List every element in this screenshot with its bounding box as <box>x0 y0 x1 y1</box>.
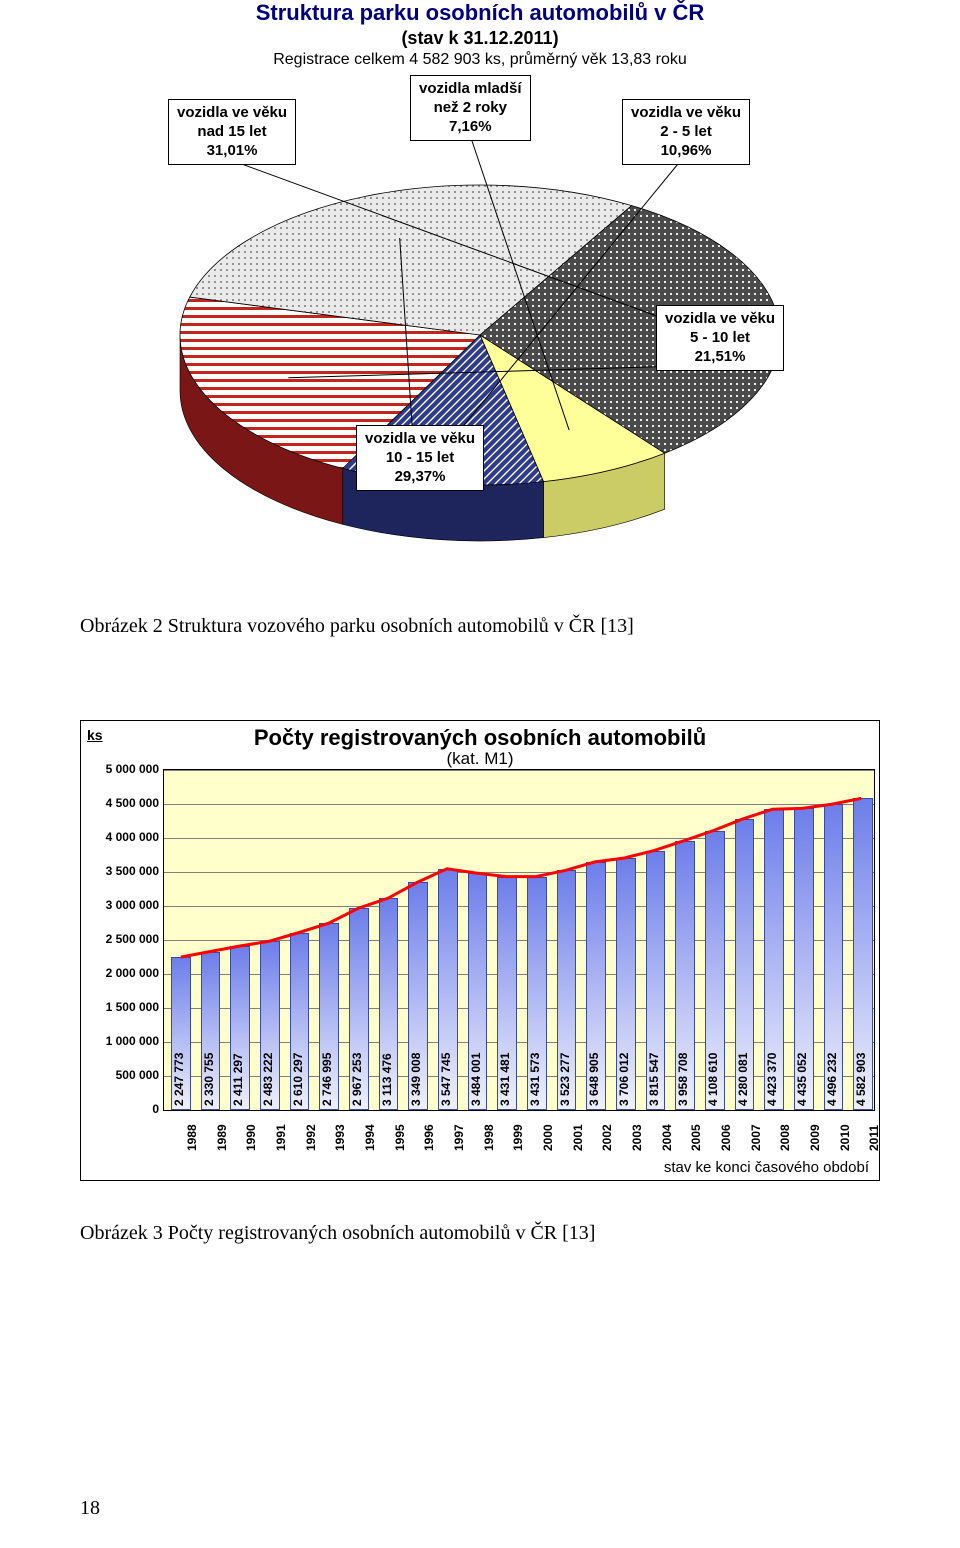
bar-ytick: 3 000 000 <box>106 898 159 912</box>
bar-x-category: 1997 <box>452 1124 466 1151</box>
bar-x-category: 2003 <box>630 1124 644 1151</box>
bar-ytick: 3 500 000 <box>106 864 159 878</box>
bar-x-category: 2009 <box>808 1124 822 1151</box>
bar-x-category: 2004 <box>660 1124 674 1151</box>
bar-x-category: 2000 <box>541 1124 555 1151</box>
pie-chart-box: vozidla ve věkunad 15 let31,01%vozidla m… <box>80 75 880 555</box>
bar-ytick: 1 500 000 <box>106 1000 159 1014</box>
bar-x-category: 1991 <box>274 1124 288 1151</box>
bar-ytick: 2 500 000 <box>106 932 159 946</box>
pie-callout-line1: vozidla ve věku <box>177 104 287 123</box>
bar-y-axis: 0500 0001 000 0001 500 0002 000 0002 500… <box>85 769 163 1109</box>
bar-ytick: 500 000 <box>116 1068 159 1082</box>
bar-x-category: 2006 <box>719 1124 733 1151</box>
pie-callout-line2: nad 15 let <box>177 123 287 142</box>
bar-ytick: 4 000 000 <box>106 830 159 844</box>
pie-callout-pct: 31,01% <box>177 142 287 161</box>
bar-x-category: 2005 <box>689 1124 703 1151</box>
pie-callout-gt15: vozidla ve věkunad 15 let31,01% <box>168 99 296 165</box>
bar-x-axis: 1988 1989 1990 1991 1992 1993 1994 1995 1996 1997… <box>163 1111 875 1157</box>
bar-value-label: 3 113 476 <box>380 1053 394 1106</box>
bar-x-category: 1990 <box>244 1124 258 1151</box>
bar-gridline <box>164 770 874 771</box>
bar-value-label: 2 483 222 <box>261 1053 275 1106</box>
bar-x-category: 1999 <box>511 1124 525 1151</box>
bar-ytick: 5 000 000 <box>106 762 159 776</box>
bar-y-axis-label: ks <box>87 727 103 743</box>
pie-caption: Obrázek 2 Struktura vozového parku osobn… <box>80 615 634 638</box>
pie-section: Struktura parku osobních automobilů v ČR… <box>80 0 880 555</box>
bar-value-label: 3 523 277 <box>558 1053 572 1106</box>
bar-value-label: 2 610 297 <box>291 1053 305 1106</box>
pie-callout-line2: 10 - 15 let <box>365 449 475 468</box>
bar-x-category: 2011 <box>867 1125 881 1151</box>
bar-gridline <box>164 804 874 805</box>
pie-callout-pct: 21,51% <box>665 348 775 367</box>
pie-callout-lt2: vozidla mladšínež 2 roky7,16% <box>410 75 531 141</box>
pie-callout-5_10: vozidla ve věku5 - 10 let21,51% <box>656 305 784 371</box>
bar-value-label: 3 349 008 <box>409 1053 423 1106</box>
pie-callout-pct: 10,96% <box>631 142 741 161</box>
bar-value-label: 4 435 052 <box>795 1053 809 1106</box>
bar-ytick: 4 500 000 <box>106 796 159 810</box>
bar-title: Počty registrovaných osobních automobilů <box>85 725 875 751</box>
bar-subtitle: (kat. M1) <box>85 749 875 769</box>
pie-callout-line1: vozidla ve věku <box>365 430 475 449</box>
bar-x-category: 1992 <box>304 1124 318 1151</box>
pie-callout-10_15: vozidla ve věku10 - 15 let29,37% <box>356 425 484 491</box>
bar-value-label: 4 582 903 <box>854 1053 868 1106</box>
bar-x-category: 1994 <box>363 1124 377 1151</box>
pie-callout-pct: 29,37% <box>365 468 475 487</box>
bar-value-label: 4 496 232 <box>825 1053 839 1106</box>
pie-callout-line2: 2 - 5 let <box>631 123 741 142</box>
bar-ytick: 2 000 000 <box>106 966 159 980</box>
pie-callout-2_5: vozidla ve věku2 - 5 let10,96% <box>622 99 750 165</box>
pie-subtitle-1: (stav k 31.12.2011) <box>80 28 880 49</box>
bar-value-label: 2 967 253 <box>350 1053 364 1106</box>
bar-x-category: 1993 <box>333 1124 347 1151</box>
bar-value-label: 3 431 573 <box>528 1053 542 1106</box>
bar-value-label: 4 423 370 <box>765 1053 779 1106</box>
bar-x-category: 1989 <box>215 1124 229 1151</box>
page-number: 18 <box>80 1497 100 1520</box>
bar-footer: stav ke konci časového období <box>85 1157 875 1176</box>
bar-plot-row: 0500 0001 000 0001 500 0002 000 0002 500… <box>85 769 875 1111</box>
bar-ytick: 0 <box>152 1102 159 1116</box>
bar-x-category: 1995 <box>393 1124 407 1151</box>
bar-x-category: 1996 <box>422 1124 436 1151</box>
bar-value-label: 2 330 755 <box>202 1053 216 1106</box>
bar-x-category: 2007 <box>749 1124 763 1151</box>
pie-callout-pct: 7,16% <box>419 118 522 137</box>
bar-value-label: 3 431 481 <box>498 1053 512 1106</box>
pie-callout-line1: vozidla mladší <box>419 80 522 99</box>
bar-value-label: 3 706 012 <box>617 1053 631 1106</box>
bar-value-label: 3 484 001 <box>469 1053 483 1106</box>
bar-value-label: 3 958 708 <box>676 1053 690 1106</box>
bar-value-label: 2 746 995 <box>320 1053 334 1106</box>
bar-x-category: 1988 <box>185 1124 199 1151</box>
pie-callout-line2: 5 - 10 let <box>665 329 775 348</box>
pie-title: Struktura parku osobních automobilů v ČR <box>80 0 880 26</box>
bar-value-label: 2 247 773 <box>172 1053 186 1106</box>
bar-value-label: 3 815 547 <box>647 1053 661 1106</box>
bar-chart-frame: ks Počty registrovaných osobních automob… <box>80 720 880 1181</box>
pie-subtitle-2: Registrace celkem 4 582 903 ks, průměrný… <box>80 51 880 69</box>
bar-value-label: 3 547 745 <box>439 1053 453 1106</box>
bar-x-category: 1998 <box>482 1124 496 1151</box>
pie-callout-line2: než 2 roky <box>419 99 522 118</box>
page: Struktura parku osobních automobilů v ČR… <box>0 0 960 1548</box>
bar-plot-area: 2 247 773 2 330 755 2 411 297 2 483 222 2 61… <box>163 769 875 1111</box>
pie-callout-line1: vozidla ve věku <box>665 310 775 329</box>
bar-ytick: 1 000 000 <box>106 1034 159 1048</box>
bar-x-category: 2001 <box>571 1124 585 1151</box>
bar-caption: Obrázek 3 Počty registrovaných osobních … <box>80 1222 595 1245</box>
bar-value-label: 2 411 297 <box>231 1053 245 1106</box>
bar-x-category: 2010 <box>838 1124 852 1151</box>
bar-value-label: 3 648 905 <box>587 1053 601 1106</box>
bar-x-category: 2008 <box>778 1124 792 1151</box>
bar-x-category: 2002 <box>600 1124 614 1151</box>
bar-value-label: 4 108 610 <box>706 1053 720 1106</box>
bar-value-label: 4 280 081 <box>736 1053 750 1106</box>
pie-callout-line1: vozidla ve věku <box>631 104 741 123</box>
